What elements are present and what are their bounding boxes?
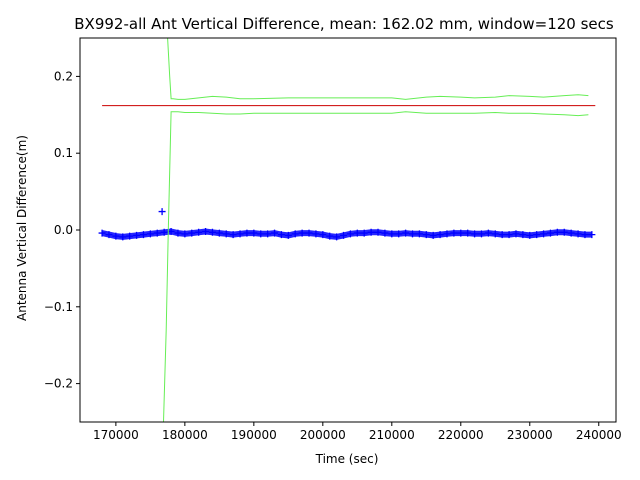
- y-axis-label: Antenna Vertical Difference(m): [15, 135, 29, 321]
- x-tick-label: 220000: [438, 428, 484, 442]
- y-tick-label: 0.2: [54, 69, 73, 83]
- chart-title: BX992-all Ant Vertical Difference, mean:…: [74, 15, 614, 33]
- data-point: [158, 208, 166, 216]
- y-tick-label: −0.2: [44, 377, 73, 391]
- y-tick-label: −0.1: [44, 300, 73, 314]
- plot-area: [98, 38, 596, 422]
- x-tick-label: 200000: [300, 428, 346, 442]
- x-tick-label: 190000: [231, 428, 277, 442]
- x-tick-label: 240000: [576, 428, 622, 442]
- x-axis-label: Time (sec): [315, 452, 379, 466]
- x-tick-label: 210000: [369, 428, 415, 442]
- y-tick-label: 0.0: [54, 223, 73, 237]
- series-markers-0: [98, 228, 596, 241]
- y-tick-label: 0.1: [54, 146, 73, 160]
- series-line-4: [167, 38, 589, 100]
- series-band-0: [101, 228, 592, 240]
- series-line-3: [163, 111, 589, 422]
- x-axis: 170000 180000 190000 200000 210000 220000 2300…: [93, 422, 622, 442]
- x-tick-label: 180000: [162, 428, 208, 442]
- x-tick-label: 170000: [93, 428, 139, 442]
- series-markers-1: [158, 208, 166, 216]
- y-axis: −0.2 −0.1 0.0 0.1 0.2: [44, 69, 80, 391]
- x-tick-label: 230000: [507, 428, 553, 442]
